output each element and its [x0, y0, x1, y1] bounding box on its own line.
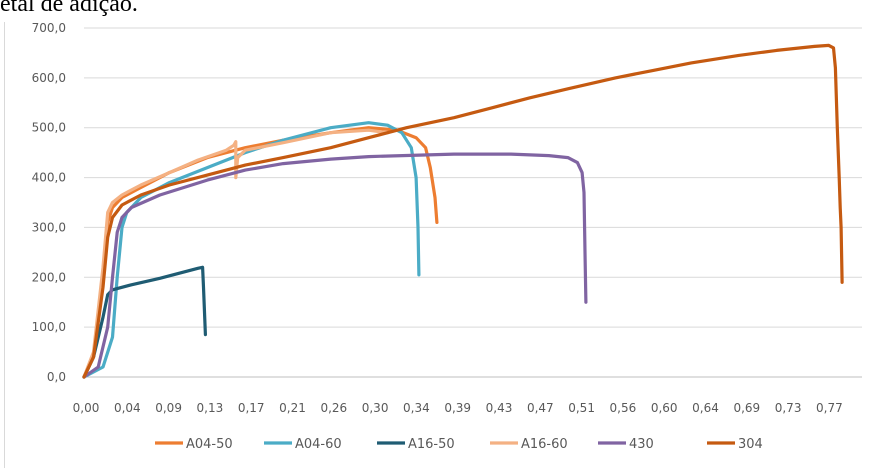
legend: A04-50 A04-60 A16-50 A16-60 430 304: [155, 437, 763, 452]
y-tick-label: 600,0: [32, 71, 66, 85]
y-tick-label: 700,0: [32, 21, 66, 35]
legend-label: A16-60: [521, 437, 568, 452]
y-tick-label: 400,0: [32, 171, 66, 185]
series-line-a16-50: [82, 265, 207, 379]
x-tick-label: 0,43: [486, 401, 513, 415]
x-tick-label: 0,77: [816, 401, 843, 415]
legend-label: A04-50: [186, 437, 233, 452]
x-tick-label: 0,04: [114, 401, 141, 415]
x-tick-label: 0,64: [692, 401, 719, 415]
series-line-a16-60: [82, 128, 390, 379]
series-line-a04-60: [82, 121, 421, 379]
x-tick-label: 0,60: [651, 401, 678, 415]
x-tick-label: 0,56: [610, 401, 637, 415]
x-tick-label: 0,39: [444, 401, 471, 415]
legend-label: 304: [738, 437, 763, 452]
x-tick-label: 0,34: [403, 401, 430, 415]
x-tick-label: 0,09: [155, 401, 182, 415]
series-line-a04-50: [82, 126, 439, 379]
y-tick-label: 0,0: [47, 370, 66, 384]
y-tick-label: 300,0: [32, 220, 66, 234]
x-tick-label: 0,26: [320, 401, 347, 415]
y-tick-label: 200,0: [32, 270, 66, 284]
series-lines: [82, 43, 844, 379]
x-tick-label: 0,21: [279, 401, 306, 415]
x-tick-label: 0,30: [362, 401, 389, 415]
x-tick-label: 0,51: [568, 401, 595, 415]
x-tick-label: 0,47: [527, 401, 554, 415]
legend-label: 430: [629, 437, 654, 452]
caption-text: etal de adição.: [0, 0, 138, 17]
chart-frame: [4, 22, 891, 468]
y-tick-label: 100,0: [32, 320, 66, 334]
x-tick-label: 0,00: [73, 401, 100, 415]
gridlines: [84, 27, 862, 378]
y-tick-label: 500,0: [32, 121, 66, 135]
series-line-304: [82, 43, 844, 379]
series-line-430: [82, 152, 588, 379]
x-tick-label: 0,73: [775, 401, 802, 415]
x-tick-label: 0,17: [238, 401, 265, 415]
x-axis-tick-labels: 0,00 0,04 0,09 0,13 0,17 0,21 0,26 0,30 0,34 0,39…: [73, 401, 843, 415]
x-tick-label: 0,13: [197, 401, 224, 415]
legend-label: A04-60: [295, 437, 342, 452]
legend-label: A16-50: [408, 437, 455, 452]
x-tick-label: 0,69: [733, 401, 760, 415]
y-axis-tick-labels: 0,0 100,0 200,0 300,0 400,0 500,0 600,0 700,0: [32, 21, 66, 384]
